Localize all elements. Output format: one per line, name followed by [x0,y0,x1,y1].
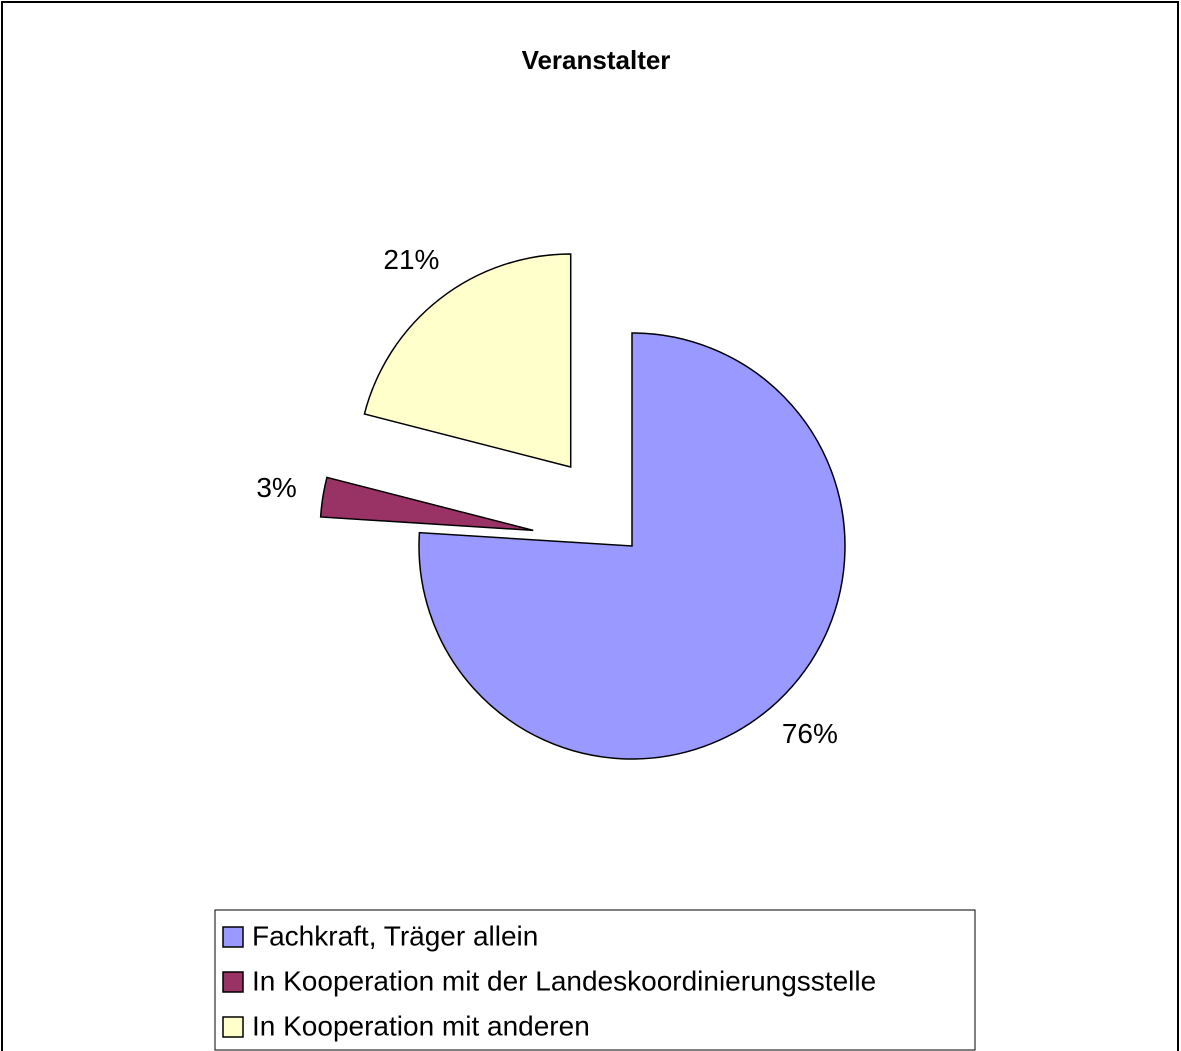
legend-label: In Kooperation mit anderen [252,1010,590,1041]
pie-slice [319,476,534,532]
legend-swatch [222,1016,244,1038]
legend-box [214,909,976,1051]
legend-label: Fachkraft, Träger allein [252,920,538,951]
chart-title: Veranstalter [522,45,671,75]
pie-slice [363,253,572,468]
legend-swatch [222,926,244,948]
pie-slice [418,332,846,760]
data-label: 3% [256,472,296,503]
data-label: 21% [383,244,439,275]
legend-swatch [222,971,244,993]
legend-label: In Kooperation mit der Landeskoordinieru… [252,965,876,996]
data-label: 76% [782,718,838,749]
